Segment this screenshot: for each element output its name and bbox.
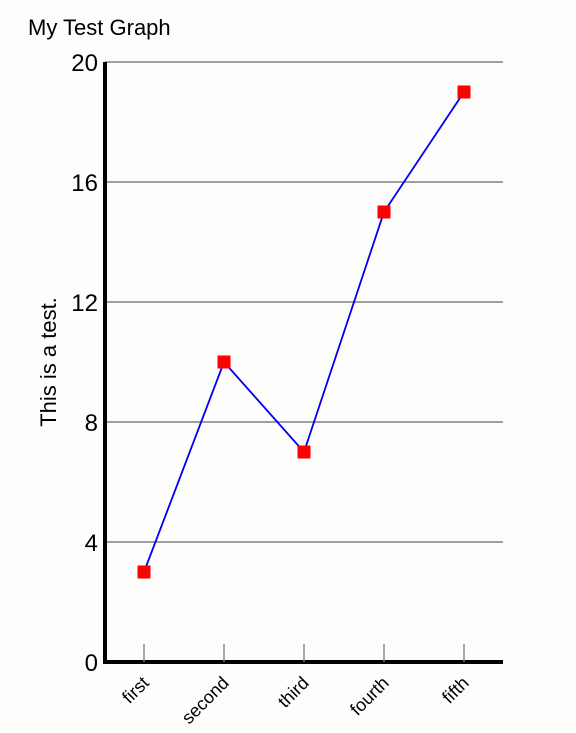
y-tick-label: 0 <box>85 650 98 677</box>
y-tick-label: 16 <box>71 170 98 197</box>
x-tick-label: third <box>274 673 313 712</box>
y-tick-label: 4 <box>85 530 98 557</box>
series-line <box>143 91 465 573</box>
y-tick-label: 8 <box>85 410 98 437</box>
data-point-third <box>297 445 311 459</box>
y-tick-label: 20 <box>71 50 98 77</box>
series-layer <box>137 85 471 579</box>
y-axis-label: This is a test. <box>36 297 61 427</box>
data-point-fifth <box>457 85 471 99</box>
tick-labels: 0 4 8 12 16 20 first second third fourth fifth <box>71 50 473 728</box>
chart-title: My Test Graph <box>28 15 171 40</box>
data-point-second <box>217 355 231 369</box>
x-tick-label: fifth <box>438 673 473 708</box>
data-point-first <box>137 565 151 579</box>
data-point-fourth <box>377 205 391 219</box>
y-tick-label: 12 <box>71 290 98 317</box>
gridlines <box>105 61 503 543</box>
x-tick-label: second <box>178 673 233 728</box>
x-tick-label: fourth <box>346 673 393 720</box>
x-tick-label: first <box>118 673 153 708</box>
axes <box>103 62 503 664</box>
